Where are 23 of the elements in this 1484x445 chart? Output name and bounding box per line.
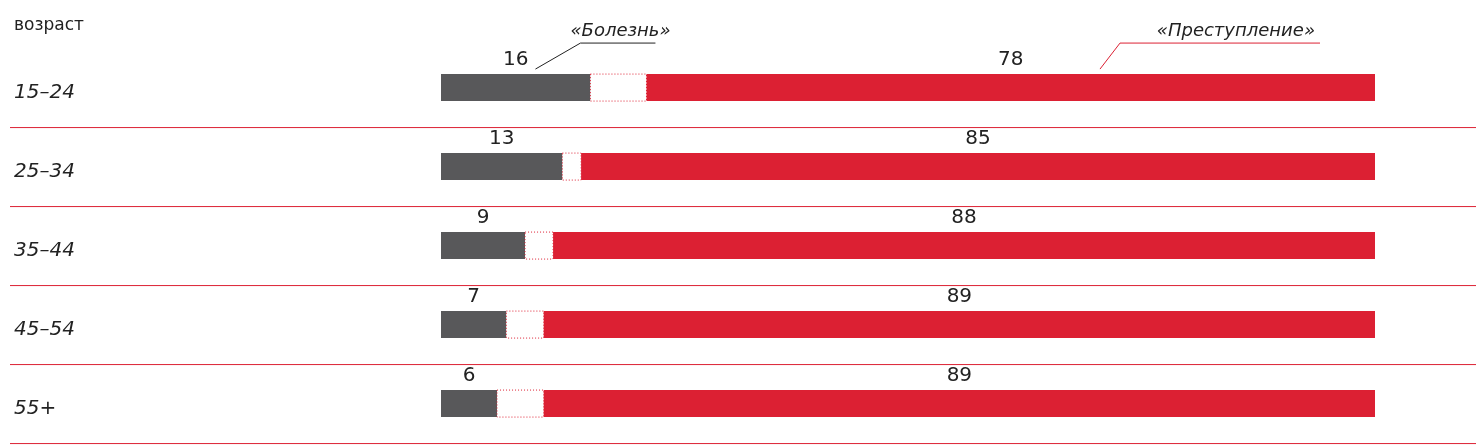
data-label: 13 [488,125,515,150]
y-axis-title: возраст [14,14,84,34]
data-label: 9 [476,204,490,229]
data-label: 78 [998,46,1024,71]
y-tick-label: 35–44 [14,236,75,261]
bar [441,153,563,181]
bar [441,311,507,339]
data-label: 16 [502,46,529,71]
y-tick-label: 15–24 [14,78,75,103]
bar [441,74,591,102]
bar [441,390,498,418]
y-tick-label: 45–54 [14,315,75,340]
data-label: 89 [946,362,973,387]
series-label: «Преступление» [1156,19,1315,41]
data-label: 88 [951,204,977,229]
bar [441,232,526,260]
data-label: 7 [467,283,481,308]
data-label: 85 [965,125,991,150]
data-label: 89 [946,283,973,308]
series-label: «Болезнь» [570,19,671,41]
y-tick-label: 55+ [14,394,57,419]
y-tick-label: 25–34 [14,157,75,182]
data-label: 6 [462,362,476,387]
